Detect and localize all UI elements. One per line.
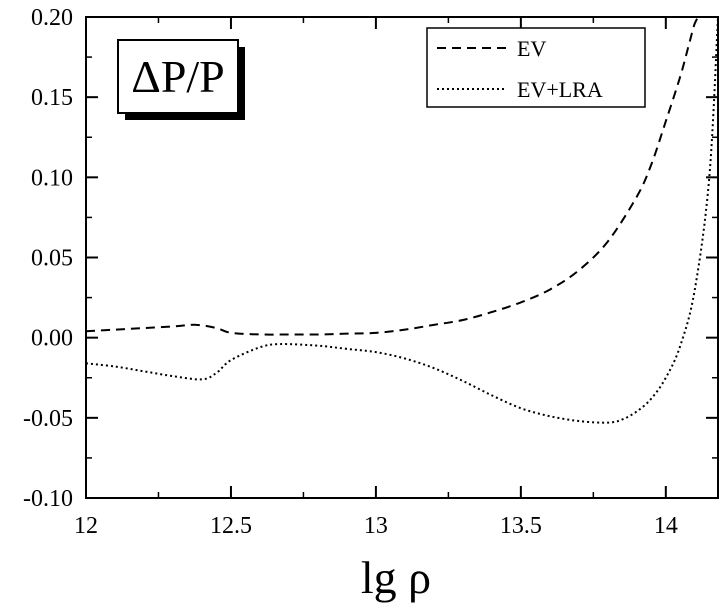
y-axis-tick-labels: -0.10 -0.05 0.00 0.05 0.10 0.15 0.20 [23, 5, 73, 512]
series-line-ev [86, 17, 700, 336]
y-tick-label: -0.10 [23, 486, 73, 512]
chart-title: ΔP/P [131, 51, 225, 102]
legend-frame [426, 27, 646, 108]
x-tick-label: 12.5 [210, 513, 252, 539]
y-axis-ticks [86, 16, 718, 499]
series-layer [86, 17, 718, 424]
x-tick-label: 13.5 [500, 513, 542, 539]
x-axis-title: lg ρ [361, 552, 431, 603]
title-box-frame [117, 39, 239, 114]
y-tick-label: 0.10 [31, 165, 73, 191]
x-tick-label: 13 [364, 513, 388, 539]
x-tick-label: 14 [654, 513, 678, 539]
title-box: ΔP/P [117, 39, 245, 120]
y-tick-label: 0.20 [31, 5, 73, 31]
legend: EV EV+LRA [426, 27, 646, 108]
legend-label-ev: EV [517, 36, 546, 61]
y-tick-label: 0.05 [31, 246, 73, 272]
legend-label-ev-lra: EV+LRA [517, 77, 603, 102]
x-tick-label: 12 [74, 513, 98, 539]
y-tick-label: 0.15 [31, 85, 73, 111]
y-tick-label: 0.00 [31, 326, 73, 352]
x-axis-tick-labels: 12 12.5 13 13.5 14 [74, 513, 678, 539]
x-axis-ticks [85, 17, 667, 498]
y-tick-label: -0.05 [23, 406, 73, 432]
